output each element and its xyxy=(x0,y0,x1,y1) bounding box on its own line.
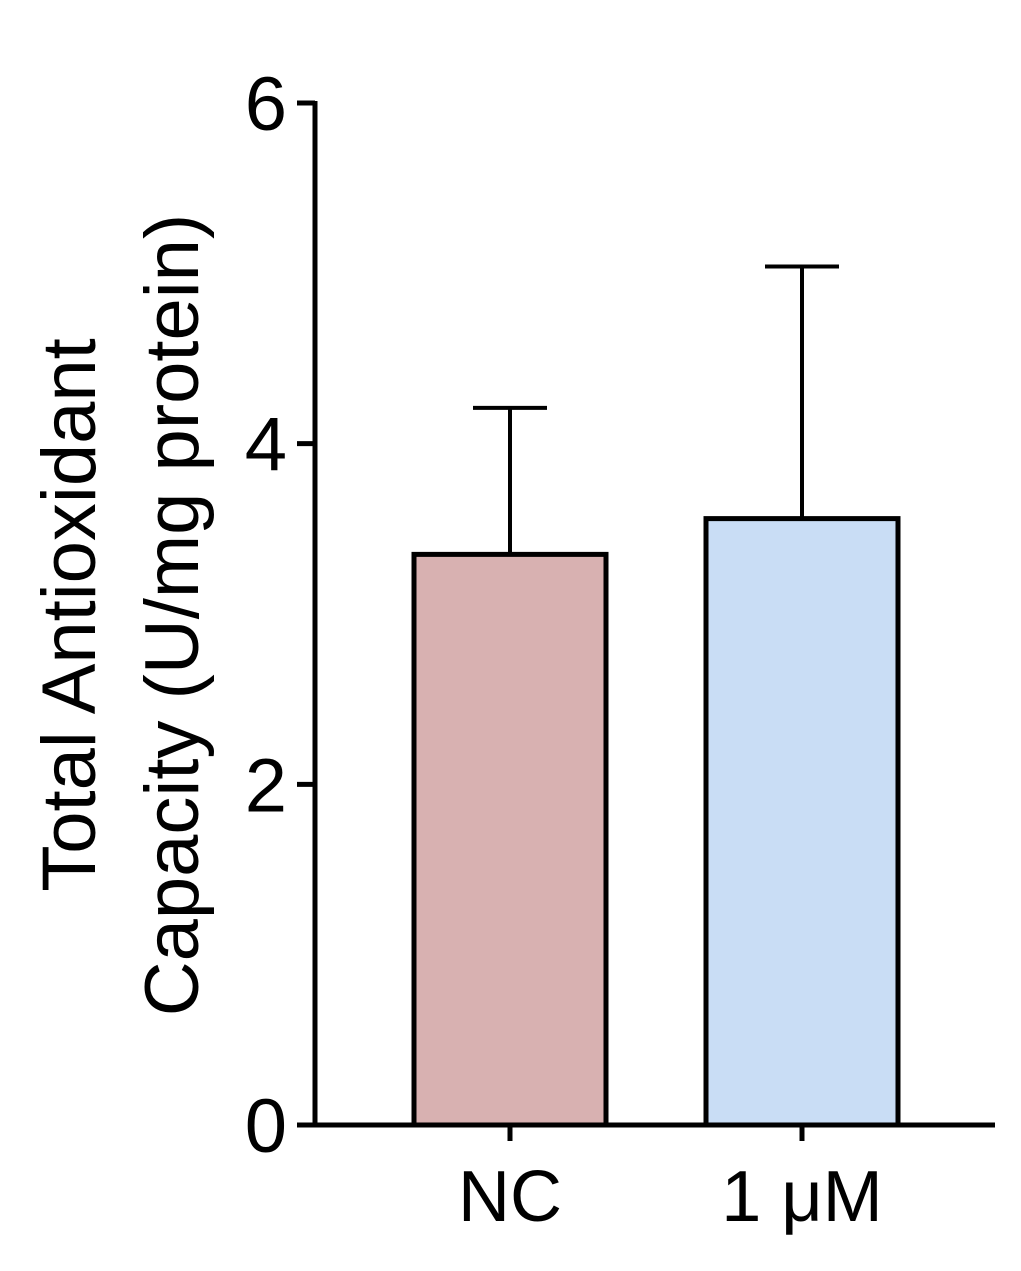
y-tick-label: 0 xyxy=(245,1084,287,1169)
x-tick-label: 1 μM xyxy=(721,1157,883,1237)
bar xyxy=(703,516,901,1128)
y-tick-label: 6 xyxy=(245,62,287,147)
y-tick-label: 2 xyxy=(245,743,287,828)
y-tick-label: 4 xyxy=(245,403,287,488)
x-tick-label: NC xyxy=(458,1157,562,1237)
bar xyxy=(411,551,609,1128)
y-axis-label: Total Antioxidant xyxy=(27,338,112,892)
y-axis-label: Capacity (U/mg protein) xyxy=(130,214,215,1017)
